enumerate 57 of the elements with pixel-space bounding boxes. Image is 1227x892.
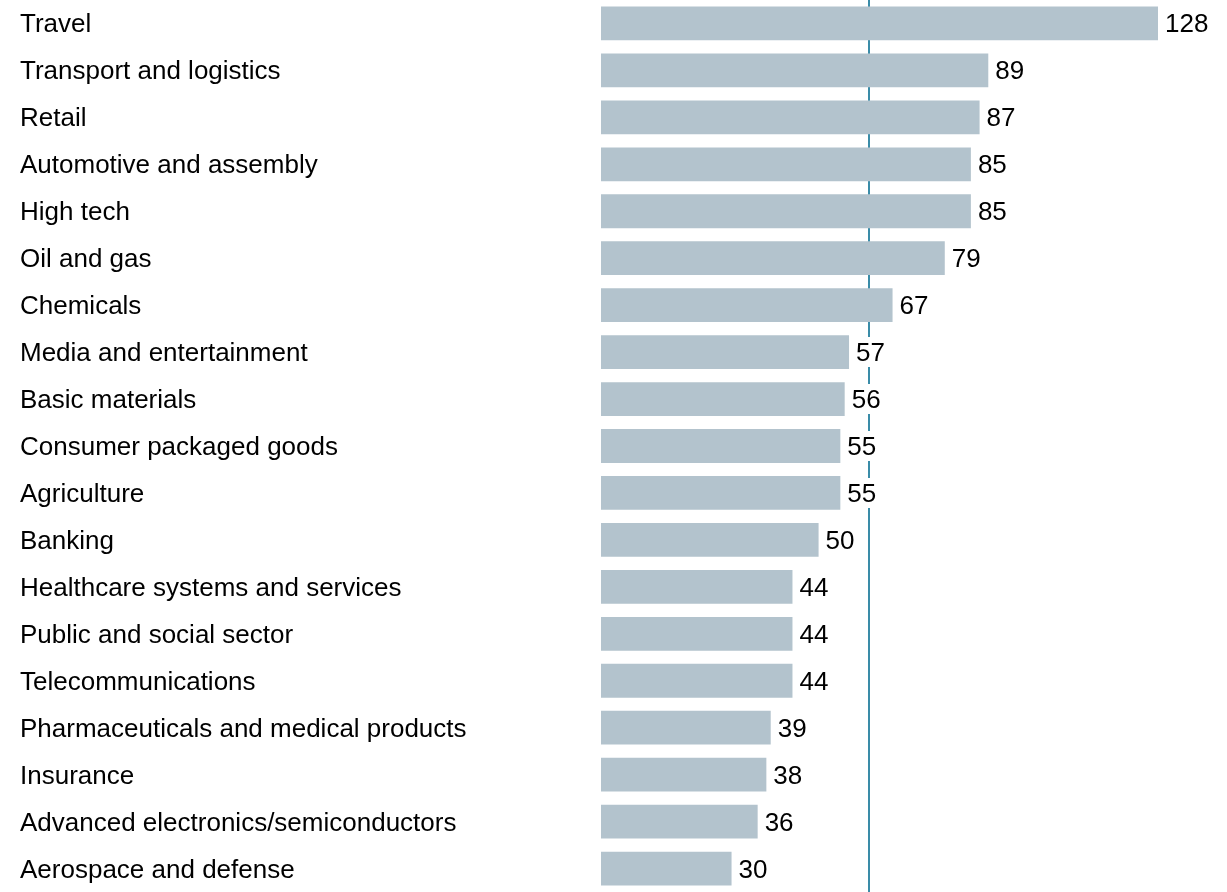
bar [601, 429, 841, 463]
y-tick-label: Aerospace and defense [20, 853, 295, 884]
data-label: 44 [799, 618, 829, 649]
y-tick-label: Telecommunications [20, 665, 256, 696]
y-tick-label: Media and entertainment [20, 337, 309, 368]
bar [601, 100, 980, 135]
bar [601, 6, 1158, 41]
bar [601, 476, 841, 510]
y-tick-label: Basic materials [20, 384, 197, 415]
y-tick-label: Oil and gas [20, 243, 152, 274]
data-label: 56 [851, 384, 881, 415]
bar [601, 663, 793, 698]
y-tick-label: Automotive and assembly [20, 149, 318, 180]
data-label: 55 [847, 431, 877, 461]
y-tick-label: Consumer packaged goods [20, 431, 338, 461]
y-tick-label: Insurance [20, 759, 135, 790]
data-label: 36 [764, 806, 794, 837]
data-label: 39 [777, 712, 807, 743]
y-tick-label: Public and social sector [20, 618, 294, 649]
bar [601, 569, 793, 604]
data-label: 50 [825, 524, 855, 555]
data-label: 30 [738, 853, 768, 884]
bar [601, 804, 758, 839]
bar [601, 53, 989, 88]
data-label: 57 [856, 337, 885, 368]
y-tick-label: Agriculture [20, 477, 145, 508]
data-label: 55 [847, 477, 877, 508]
bar [601, 335, 850, 370]
y-tick-label: Transport and logistics [20, 55, 281, 86]
y-tick-label: Banking [20, 524, 114, 555]
y-tick-label: Retail [20, 102, 87, 133]
data-label: 44 [799, 571, 829, 602]
data-label: 87 [986, 102, 1016, 133]
bar [601, 241, 945, 276]
bar [601, 288, 893, 323]
data-label: 89 [995, 55, 1025, 86]
y-tick-label: Healthcare systems and services [20, 571, 402, 602]
data-label: 85 [977, 149, 1007, 180]
bar [601, 522, 819, 557]
y-tick-label: High tech [20, 196, 130, 227]
y-tick-label: Chemicals [20, 290, 142, 321]
bar [601, 710, 771, 745]
data-label: 44 [799, 665, 829, 696]
data-label: 79 [951, 243, 981, 274]
y-tick-label: Travel [20, 8, 92, 39]
data-label: 128 [1165, 8, 1209, 39]
bar [601, 147, 971, 182]
y-tick-label: Advanced electronics/semiconductors [20, 806, 457, 837]
bar [601, 382, 845, 416]
y-tick-label: Pharmaceuticals and medical products [20, 712, 467, 743]
data-label: 67 [899, 290, 929, 321]
data-label: 85 [977, 196, 1007, 227]
bar [601, 757, 767, 792]
bar [601, 194, 971, 229]
bar [601, 616, 793, 651]
bar [601, 851, 732, 886]
data-label: 38 [773, 759, 803, 790]
